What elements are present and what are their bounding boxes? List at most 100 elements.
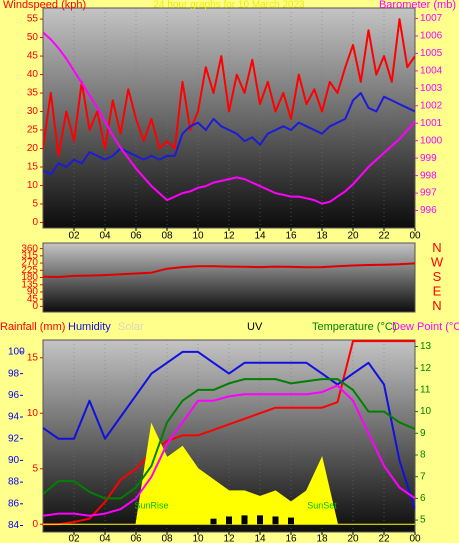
compass-label: N — [432, 240, 441, 255]
y3-tick-label: 84 — [8, 520, 20, 531]
y2-axis-label: Barometer (mb) — [379, 0, 456, 11]
y-tick-label: 10 — [27, 180, 39, 191]
y2-tick-label: 997 — [420, 188, 437, 199]
y2-tick-label: 5 — [420, 515, 426, 526]
y3-tick-label: 96 — [8, 390, 20, 401]
y-tick-label: 270 — [21, 258, 38, 269]
y2-tick-label: 11 — [420, 385, 431, 396]
series-line — [43, 350, 415, 510]
y-tick-label: 55 — [27, 14, 39, 25]
y-tick-label: 0 — [32, 519, 38, 530]
legend-label: UV — [247, 321, 263, 333]
x-tick-label: 00 — [409, 231, 421, 242]
y3-tick-label: 98 — [8, 368, 20, 379]
series-line — [43, 262, 415, 278]
x-tick-label: 00 — [409, 534, 421, 543]
y-tick-label: 35 — [27, 88, 39, 99]
sun-annotation: SunRise — [134, 500, 168, 510]
y3-tick-label: 92 — [8, 433, 20, 444]
series-line — [43, 31, 415, 205]
y2-tick-label: 1002 — [420, 100, 443, 111]
y-tick-label: 50 — [27, 32, 39, 43]
series-line — [43, 18, 415, 157]
y2-tick-label: 1000 — [420, 135, 443, 146]
legend-label: Rainfall (mm) — [0, 321, 65, 333]
y-tick-label: 45 — [27, 51, 39, 62]
y3-tick-label: 86 — [8, 498, 20, 509]
uv-bar — [257, 515, 263, 525]
y2-tick-label: 12 — [420, 363, 432, 374]
y-tick-label: 30 — [27, 106, 39, 117]
legend-label: Temperature (°C) — [312, 321, 396, 333]
x-tick-label: 06 — [130, 534, 142, 543]
plot-area — [43, 340, 415, 532]
x-tick-label: 20 — [347, 534, 359, 543]
plot-area — [43, 8, 415, 228]
x-tick-label: 08 — [161, 231, 173, 242]
uv-bar — [226, 516, 232, 525]
y-tick-label: 15 — [27, 162, 39, 173]
y3-tick-label: 88 — [8, 477, 20, 488]
y3-tick-label: 94 — [8, 412, 20, 423]
compass-label: S — [433, 269, 442, 284]
compass-label: W — [431, 254, 444, 269]
y2-tick-label: 6 — [420, 493, 426, 504]
y-tick-label: 0 — [32, 217, 38, 228]
legend-label: Humidity — [68, 321, 111, 333]
x-tick-label: 10 — [192, 231, 204, 242]
y2-tick-label: 8 — [420, 450, 426, 461]
y3-tick-label: 100 — [8, 347, 25, 358]
y-tick-label: 25 — [27, 125, 39, 136]
y-tick-label: 315 — [21, 250, 38, 261]
series-line — [43, 384, 415, 517]
y-tick-label: 40 — [27, 69, 39, 80]
x-tick-label: 02 — [68, 231, 80, 242]
x-tick-label: 04 — [99, 231, 111, 242]
x-tick-label: 22 — [378, 231, 390, 242]
y2-tick-label: 7 — [420, 471, 426, 482]
uv-bar — [210, 518, 217, 525]
sun-annotation: SunSet — [307, 500, 337, 510]
y-tick-label: 0 — [32, 301, 38, 312]
y2-tick-label: 1006 — [420, 31, 443, 42]
y2-tick-label: 996 — [420, 205, 437, 216]
y2-tick-label: 999 — [420, 153, 437, 164]
y-tick-label: 360 — [21, 243, 38, 254]
x-tick-label: 22 — [378, 534, 390, 543]
x-tick-label: 20 — [347, 231, 359, 242]
y-tick-label: 10 — [27, 408, 39, 419]
x-tick-label: 12 — [223, 534, 235, 543]
x-tick-label: 04 — [99, 534, 111, 543]
solar-area — [43, 422, 415, 525]
y3-tick-label: 90 — [8, 455, 20, 466]
y2-tick-label: 1007 — [420, 13, 443, 24]
x-tick-label: 12 — [223, 231, 235, 242]
chart-title: 24 hour graphs for 10 March 2023 — [153, 0, 305, 11]
y-tick-label: 20 — [27, 143, 39, 154]
y2-tick-label: 1001 — [420, 118, 443, 129]
x-tick-label: 14 — [254, 534, 266, 543]
series-line — [43, 340, 415, 526]
compass-label: E — [433, 283, 442, 298]
x-tick-label: 08 — [161, 534, 173, 543]
y2-tick-label: 1004 — [420, 65, 443, 76]
uv-bar — [272, 516, 279, 525]
x-tick-label: 10 — [192, 534, 204, 543]
y2-tick-label: 9 — [420, 428, 426, 439]
y-tick-label: 90 — [27, 287, 39, 298]
y-tick-label: 225 — [21, 265, 38, 276]
y-tick-label: 180 — [21, 272, 38, 283]
x-tick-label: 02 — [68, 534, 80, 543]
x-tick-label: 18 — [316, 534, 328, 543]
x-tick-label: 06 — [130, 231, 142, 242]
plot-background — [42, 242, 416, 313]
y2-tick-label: 13 — [420, 341, 432, 352]
legend-label: Solar — [118, 321, 144, 333]
x-tick-label: 14 — [254, 231, 266, 242]
x-tick-label: 16 — [285, 534, 297, 543]
x-tick-label: 18 — [316, 231, 328, 242]
plot-area — [43, 262, 415, 278]
series-line — [43, 378, 415, 500]
series-line — [43, 92, 415, 176]
